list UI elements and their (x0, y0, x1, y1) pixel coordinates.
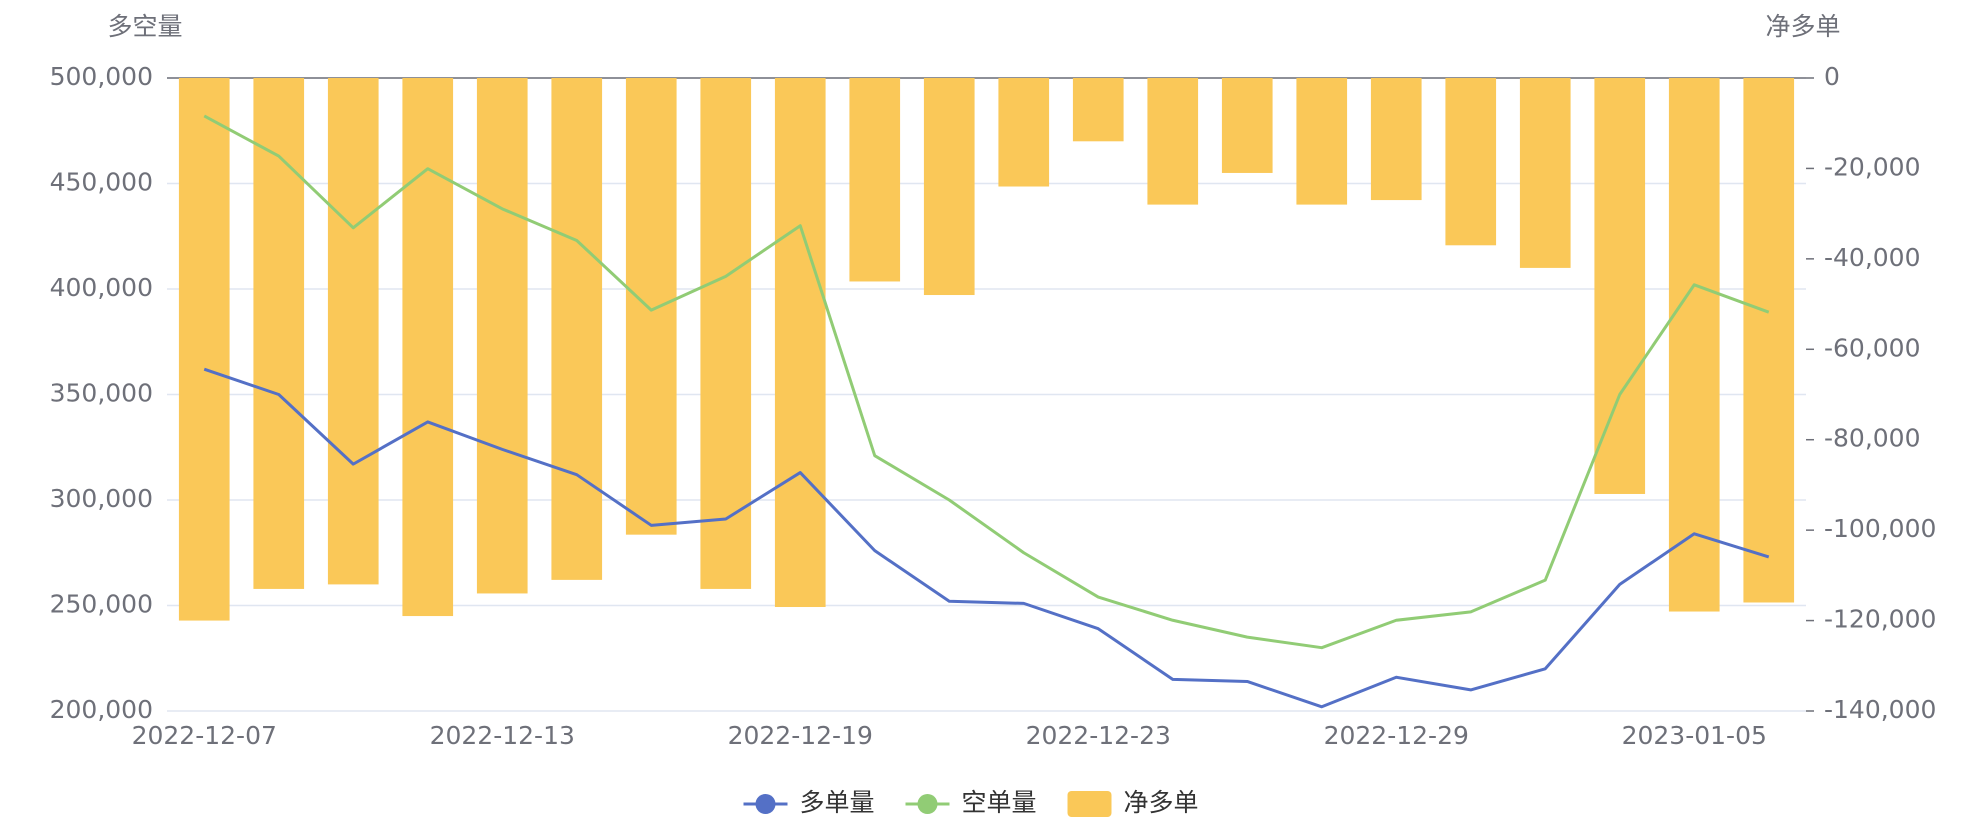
y2-tick-label: -80,000 (1824, 424, 1921, 453)
y2-tick-label: -40,000 (1824, 243, 1921, 272)
bar (1519, 78, 1571, 268)
y2-tick-label: -120,000 (1824, 605, 1936, 634)
bar (253, 78, 305, 589)
x-tick-label: 2022-12-19 (728, 721, 873, 750)
x-tick-label: 2022-12-23 (1026, 721, 1171, 750)
y-tick-label: 450,000 (50, 168, 153, 197)
y-tick-label: 350,000 (50, 379, 153, 408)
bar (1743, 78, 1795, 603)
legend-label: 多单量 (800, 788, 875, 817)
legend-icon (755, 794, 776, 814)
bar (1445, 78, 1497, 246)
legend-icon (917, 794, 938, 814)
y-tick-label: 200,000 (50, 695, 153, 724)
line (203, 114, 1770, 650)
y-tick-label: 500,000 (50, 62, 153, 91)
bar (551, 78, 603, 580)
bar (327, 78, 379, 585)
bar (998, 78, 1050, 187)
bar (476, 78, 528, 594)
bar (178, 78, 230, 621)
y-tick-label: 300,000 (50, 484, 153, 513)
bar (1296, 78, 1348, 205)
y-tick-label: 250,000 (50, 590, 153, 619)
legend-icon (1067, 791, 1112, 817)
bar (923, 78, 975, 296)
y-tick-label: 400,000 (50, 273, 153, 302)
bar (700, 78, 752, 589)
bar (1072, 78, 1124, 142)
x-tick-label: 2022-12-13 (430, 721, 575, 750)
bar (1370, 78, 1422, 201)
y2-tick-label: -140,000 (1824, 695, 1936, 724)
bar (402, 78, 454, 617)
y2-tick-label: -20,000 (1824, 152, 1921, 181)
bar (1594, 78, 1646, 494)
bar (774, 78, 826, 608)
x-tick-label: 2023-01-05 (1622, 721, 1767, 750)
y2-tick-label: 0 (1824, 62, 1840, 91)
line (203, 367, 1770, 709)
y-axis-title: 多空量 (107, 12, 182, 41)
bar (1221, 78, 1273, 173)
x-tick-label: 2022-12-29 (1324, 721, 1469, 750)
x-tick-label: 2022-12-07 (132, 721, 277, 750)
bar (849, 78, 901, 282)
bar (1668, 78, 1720, 612)
bar (1147, 78, 1199, 205)
legend-label: 空单量 (962, 788, 1037, 817)
y2-tick-label: -60,000 (1824, 333, 1921, 362)
y2-tick-label: -100,000 (1824, 514, 1936, 543)
bar (625, 78, 677, 535)
legend-label: 净多单 (1124, 788, 1199, 817)
y2-axis-title: 净多单 (1765, 12, 1840, 41)
